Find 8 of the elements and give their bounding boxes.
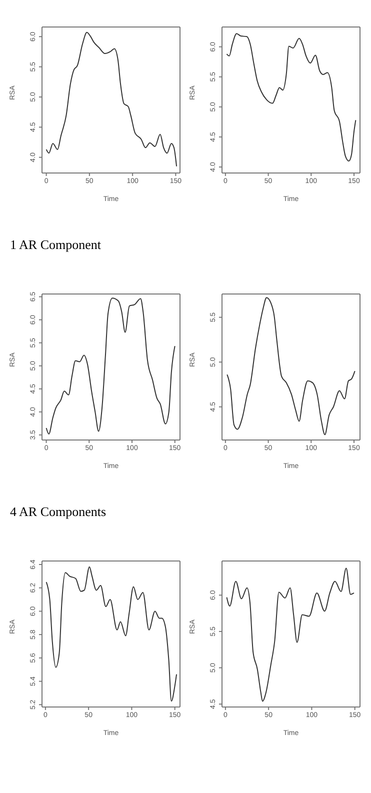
chart-title: 4 AR Components [10, 504, 106, 520]
line-series [226, 297, 356, 436]
line-series [46, 298, 176, 435]
chart-title: 1 AR Component [10, 237, 102, 253]
line-series [226, 568, 354, 702]
line-series [46, 32, 178, 167]
line-series [46, 566, 178, 702]
line-series [226, 33, 356, 162]
